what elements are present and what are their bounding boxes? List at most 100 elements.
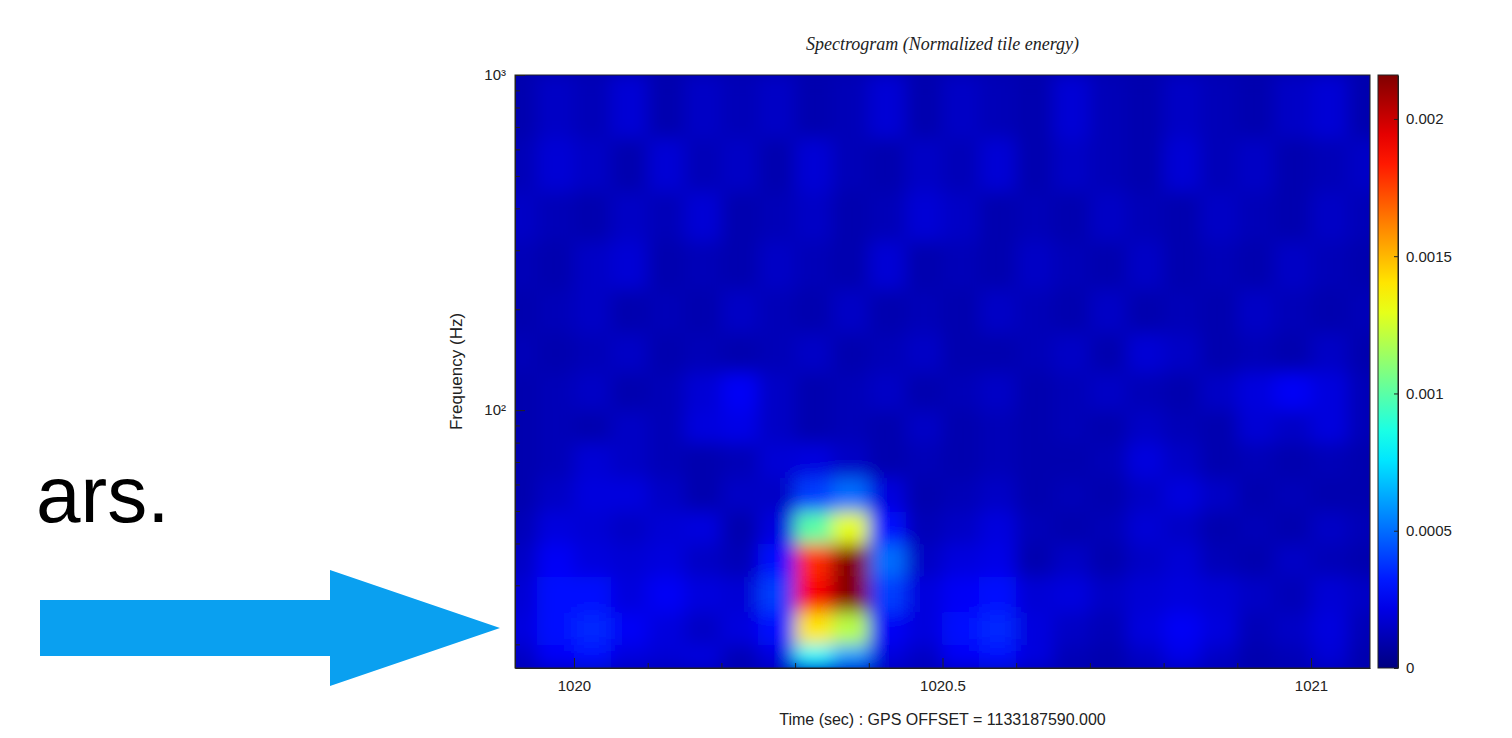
heatmap-cell	[648, 576, 685, 613]
heatmap-cell	[943, 543, 980, 576]
heatmap-cell	[515, 241, 538, 290]
heatmap-cell	[515, 511, 538, 544]
colorbar-tick-mark	[1394, 256, 1398, 257]
heatmap-cell	[611, 372, 648, 411]
heatmap-cell	[1127, 75, 1164, 138]
heatmap-cell	[537, 289, 574, 334]
y-minor-tick-mark	[515, 484, 520, 485]
heatmap-cell	[832, 543, 869, 576]
colorbar-tick-label: 0.0005	[1406, 522, 1452, 539]
heatmap-cell	[869, 644, 906, 668]
heatmap-cell	[758, 289, 795, 334]
heatmap-cell	[832, 75, 869, 138]
heatmap-cell	[1348, 138, 1370, 192]
heatmap-cell	[611, 333, 648, 373]
heatmap-cell	[648, 477, 685, 511]
heatmap-cell	[795, 241, 832, 290]
heatmap-cell	[979, 443, 1016, 478]
y-axis-title: Frequency (Hz)	[447, 313, 466, 430]
y-minor-tick-mark	[515, 208, 520, 209]
heatmap-cell	[515, 138, 538, 192]
heatmap-cell	[611, 543, 648, 576]
heatmap-cell	[611, 75, 648, 138]
heatmap-cell	[1348, 241, 1370, 290]
heatmap-cell	[1200, 191, 1237, 241]
heatmap-cell	[1090, 543, 1127, 576]
heatmap-cell	[648, 241, 685, 290]
heatmap-cell	[685, 138, 722, 192]
heatmap-cell	[1164, 543, 1201, 576]
heatmap-cell	[906, 333, 943, 373]
heatmap-cell	[537, 372, 574, 411]
heatmap-cell	[943, 612, 980, 645]
heatmap-cell	[1090, 612, 1127, 645]
heatmap-cell	[685, 443, 722, 478]
heatmap-cell	[1016, 241, 1053, 290]
heatmap-cell	[1090, 477, 1127, 511]
y-minor-tick-mark	[515, 585, 520, 586]
colorbar-tick-label: 0.002	[1406, 110, 1444, 127]
heatmap-cell	[1053, 333, 1090, 373]
heatmap-cell	[979, 289, 1016, 334]
heatmap-cell	[1200, 333, 1237, 373]
heatmap-cell	[832, 372, 869, 411]
heatmap-cell	[1053, 543, 1090, 576]
heatmap-cell	[1237, 612, 1274, 645]
heatmap-cell	[537, 333, 574, 373]
heatmap-cell	[1164, 644, 1201, 668]
heatmap-cell	[1274, 75, 1311, 138]
heatmap-cell	[611, 289, 648, 334]
heatmap-cell	[1016, 75, 1053, 138]
heatmap-cell	[574, 612, 611, 645]
heatmap-cell	[979, 75, 1016, 138]
heatmap-cell	[1274, 543, 1311, 576]
heatmap-cell	[906, 410, 943, 443]
heatmap-cell	[1200, 543, 1237, 576]
heatmap-cell	[1090, 138, 1127, 192]
colorbar-tick-mark	[1394, 119, 1398, 120]
y-minor-tick-mark	[515, 176, 520, 177]
heatmap-cell	[515, 443, 538, 478]
heatmap-cell	[943, 576, 980, 613]
colorbar-axis: 00.00050.0010.00150.002	[1394, 76, 1452, 677]
heatmap-cell	[943, 241, 980, 290]
heatmap-cell	[721, 511, 758, 544]
heatmap-cell	[1127, 511, 1164, 544]
y-minor-tick	[515, 484, 520, 485]
heatmap-cell	[1164, 576, 1201, 613]
heatmap-cell	[795, 191, 832, 241]
x-tick: 1020.5	[920, 658, 966, 694]
heatmap-cell	[574, 511, 611, 544]
heatmap-cell	[721, 443, 758, 478]
heatmap-cell	[1274, 372, 1311, 411]
x-axis-line	[516, 668, 1371, 669]
x-tick-label: 1020.5	[920, 677, 966, 694]
heatmap-cell	[869, 576, 906, 613]
heatmap	[515, 75, 1370, 668]
heatmap-cell	[1016, 612, 1053, 645]
heatmap-cell	[685, 543, 722, 576]
heatmap-cell	[611, 576, 648, 613]
heatmap-cell	[869, 138, 906, 192]
heatmap-cell	[685, 576, 722, 613]
heatmap-cell	[1348, 75, 1370, 138]
x-minor-tick-mark	[1016, 663, 1017, 668]
heatmap-cell	[1016, 511, 1053, 544]
heatmap-cell	[1348, 477, 1370, 511]
y-tick-label: 10²	[484, 401, 506, 418]
heatmap-cell	[906, 612, 943, 645]
x-minor-tick	[1237, 663, 1238, 668]
heatmap-cell	[1311, 443, 1348, 478]
heatmap-cell	[574, 75, 611, 138]
heatmap-cell	[515, 543, 538, 576]
x-minor-tick	[721, 663, 722, 668]
heatmap-cell	[1274, 576, 1311, 613]
heatmap-cell	[1274, 241, 1311, 290]
y-tick-mark	[515, 410, 525, 411]
heatmap-cell	[1164, 410, 1201, 443]
y-minor-tick	[515, 511, 520, 512]
heatmap-cell	[537, 477, 574, 511]
colorbar-axis-line	[1398, 76, 1399, 669]
heatmap-cell	[1348, 191, 1370, 241]
heatmap-cell	[869, 372, 906, 411]
